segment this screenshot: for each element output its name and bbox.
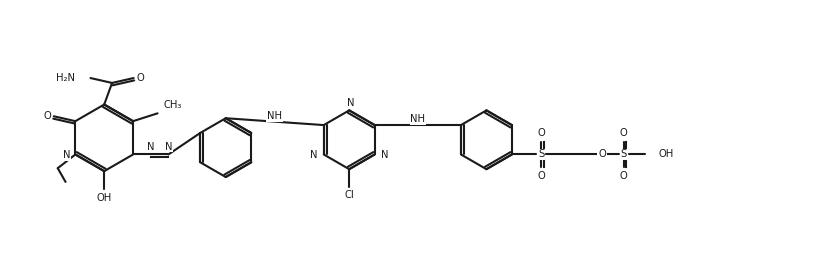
Text: S: S (538, 149, 545, 159)
Text: O: O (43, 111, 51, 121)
Text: O: O (598, 149, 606, 159)
Text: O: O (537, 171, 545, 181)
Text: NH: NH (411, 114, 425, 124)
Text: O: O (537, 128, 545, 138)
Text: N: N (380, 150, 389, 160)
Text: O: O (137, 73, 144, 83)
Text: N: N (63, 150, 70, 160)
Text: N: N (310, 150, 317, 160)
Text: OH: OH (97, 193, 112, 203)
Text: OH: OH (658, 149, 674, 159)
Text: O: O (620, 128, 627, 138)
Text: NH: NH (267, 111, 282, 121)
Text: CH₃: CH₃ (164, 100, 182, 110)
Text: O: O (620, 171, 627, 181)
Text: Cl: Cl (344, 190, 354, 200)
Text: N: N (147, 142, 155, 152)
Text: N: N (348, 98, 355, 108)
Text: H₂N: H₂N (56, 73, 74, 83)
Text: S: S (621, 149, 627, 159)
Text: N: N (164, 142, 172, 152)
